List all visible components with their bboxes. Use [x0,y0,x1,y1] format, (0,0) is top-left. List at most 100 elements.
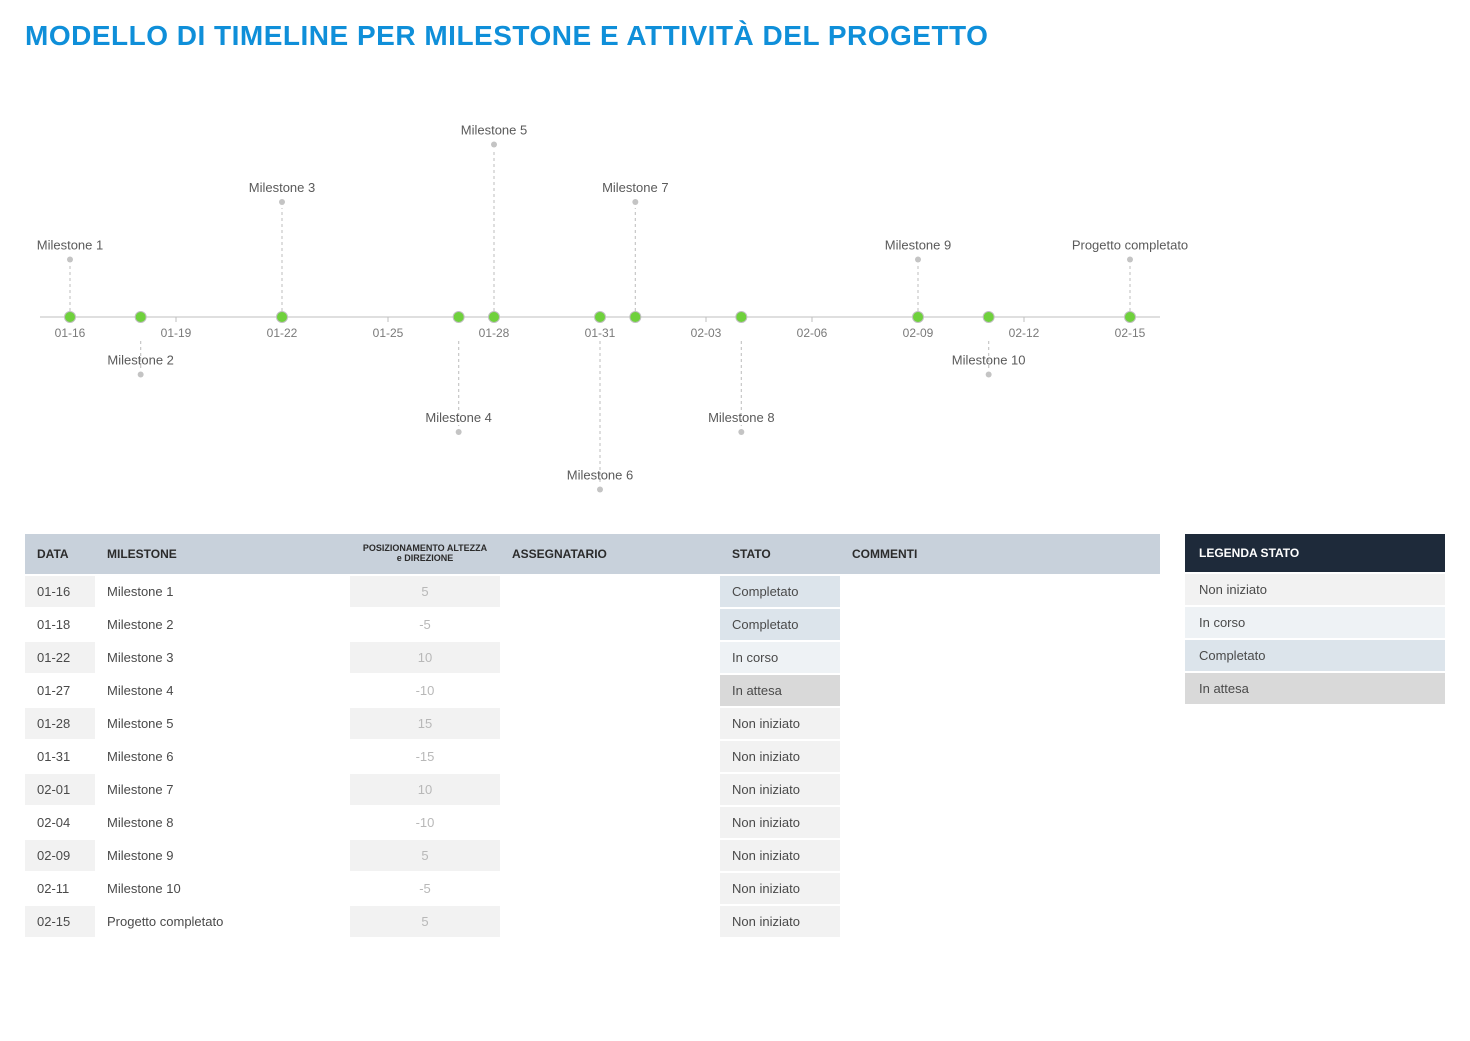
cell-commenti [840,708,1160,739]
cell-stato: Non iniziato [720,873,840,904]
table-row: 01-18Milestone 2-5 Completato [25,609,1160,640]
cell-commenti [840,873,1160,904]
cell-commenti [840,774,1160,805]
legend-item: Non iniziato [1185,574,1445,605]
cell-pos: -5 [350,873,500,904]
legend-label: In attesa [1185,673,1445,704]
svg-text:01-19: 01-19 [161,326,192,340]
table-row: 02-04Milestone 8-10Non iniziato [25,807,1160,838]
cell-data: 01-31 [25,741,95,772]
cell-milestone: Milestone 3 [95,642,350,673]
cell-assegnatario [500,906,720,937]
cell-data: 01-22 [25,642,95,673]
status-legend: LEGENDA STATO Non iniziatoIn corsoComple… [1185,532,1445,706]
legend-item: Completato [1185,640,1445,671]
svg-text:Milestone 9: Milestone 9 [885,238,951,253]
cell-assegnatario [500,708,720,739]
cell-pos: 5 [350,576,500,607]
cell-milestone: Milestone 5 [95,708,350,739]
cell-milestone: Milestone 7 [95,774,350,805]
legend-label: Non iniziato [1185,574,1445,605]
cell-stato: Non iniziato [720,807,840,838]
cell-commenti [840,609,1160,640]
cell-commenti [840,741,1160,772]
cell-data: 01-16 [25,576,95,607]
cell-commenti [840,642,1160,673]
table-row: 02-15Progetto completato5Non iniziato [25,906,1160,937]
cell-stato: Completato [720,576,840,607]
table-row: 01-16Milestone 15 Completato [25,576,1160,607]
cell-pos: -5 [350,609,500,640]
cell-stato: Non iniziato [720,774,840,805]
svg-text:02-15: 02-15 [1115,326,1146,340]
cell-pos: -15 [350,741,500,772]
cell-milestone: Milestone 1 [95,576,350,607]
svg-text:Progetto completato: Progetto completato [1072,238,1188,253]
svg-text:02-06: 02-06 [797,326,828,340]
svg-text:01-16: 01-16 [55,326,86,340]
th-pos: POSIZIONAMENTO ALTEZZA e DIREZIONE [350,534,500,574]
milestone-table: DATA MILESTONE POSIZIONAMENTO ALTEZZA e … [25,532,1160,939]
cell-commenti [840,840,1160,871]
svg-text:Milestone 7: Milestone 7 [602,180,668,195]
cell-commenti [840,576,1160,607]
cell-pos: 10 [350,642,500,673]
cell-pos: -10 [350,675,500,706]
cell-data: 02-09 [25,840,95,871]
svg-text:01-28: 01-28 [479,326,510,340]
cell-data: 02-01 [25,774,95,805]
cell-pos: -10 [350,807,500,838]
th-milestone: MILESTONE [95,534,350,574]
cell-milestone: Progetto completato [95,906,350,937]
svg-text:01-31: 01-31 [585,326,616,340]
cell-stato: Non iniziato [720,906,840,937]
cell-data: 01-27 [25,675,95,706]
svg-text:01-22: 01-22 [267,326,298,340]
svg-text:Milestone 2: Milestone 2 [107,353,173,368]
cell-commenti [840,807,1160,838]
cell-stato: Non iniziato [720,708,840,739]
cell-assegnatario [500,576,720,607]
cell-stato: In corso [720,642,840,673]
cell-milestone: Milestone 8 [95,807,350,838]
cell-milestone: Milestone 4 [95,675,350,706]
svg-text:Milestone 5: Milestone 5 [461,123,527,138]
svg-text:Milestone 8: Milestone 8 [708,410,774,425]
cell-milestone: Milestone 10 [95,873,350,904]
table-row: 02-01Milestone 710Non iniziato [25,774,1160,805]
table-row: 01-27Milestone 4-10 In attesa [25,675,1160,706]
svg-text:01-25: 01-25 [373,326,404,340]
cell-milestone: Milestone 9 [95,840,350,871]
svg-text:02-12: 02-12 [1009,326,1040,340]
svg-text:Milestone 6: Milestone 6 [567,468,633,483]
svg-text:Milestone 4: Milestone 4 [425,410,491,425]
cell-assegnatario [500,840,720,871]
table-row: 02-09Milestone 95Non iniziato [25,840,1160,871]
timeline-chart: 01-16 01-19 01-22 01-25 01-28 01-31 02-03 02-06… [25,82,1445,502]
cell-stato: In attesa [720,675,840,706]
table-row: 01-28Milestone 515Non iniziato [25,708,1160,739]
page-title: MODELLO DI TIMELINE PER MILESTONE E ATTI… [25,20,1445,52]
cell-assegnatario [500,675,720,706]
table-row: 01-22Milestone 310 In corso [25,642,1160,673]
cell-commenti [840,906,1160,937]
table-row: 02-11Milestone 10-5 Non iniziato [25,873,1160,904]
cell-assegnatario [500,774,720,805]
th-data: DATA [25,534,95,574]
cell-data: 02-15 [25,906,95,937]
cell-commenti [840,675,1160,706]
cell-data: 01-18 [25,609,95,640]
svg-text:02-09: 02-09 [903,326,934,340]
cell-assegnatario [500,741,720,772]
svg-text:Milestone 10: Milestone 10 [952,353,1026,368]
th-stato: STATO [720,534,840,574]
table-row: 01-31Milestone 6-15Non iniziato [25,741,1160,772]
svg-text:02-03: 02-03 [691,326,722,340]
legend-item: In corso [1185,607,1445,638]
cell-stato: Completato [720,609,840,640]
cell-assegnatario [500,642,720,673]
cell-data: 02-11 [25,873,95,904]
th-assegnatario: ASSEGNATARIO [500,534,720,574]
cell-stato: Non iniziato [720,840,840,871]
cell-milestone: Milestone 2 [95,609,350,640]
